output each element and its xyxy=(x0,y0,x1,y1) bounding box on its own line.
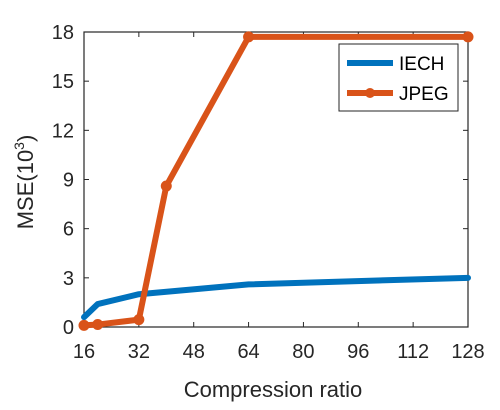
data-point-jpeg xyxy=(243,31,255,43)
legend: IECH JPEG xyxy=(338,43,459,112)
y-tick-label: 9 xyxy=(63,170,74,192)
y-tick-label: 12 xyxy=(52,120,74,142)
y-axis-label-close: ) xyxy=(13,135,38,142)
x-axis-label: Compression ratio xyxy=(184,377,363,402)
y-axis-label: MSE(103) xyxy=(11,135,38,230)
series-layer xyxy=(78,31,474,331)
legend-marker-jpeg xyxy=(365,88,375,98)
x-tick-label: 48 xyxy=(183,341,205,363)
legend-box xyxy=(338,43,459,112)
y-tick-label: 3 xyxy=(63,268,74,290)
x-tick-label: 96 xyxy=(347,341,369,363)
y-tick-label: 15 xyxy=(52,71,74,93)
data-point-jpeg xyxy=(160,180,172,192)
x-axis: 16 32 48 64 80 96 112 128 xyxy=(73,32,485,363)
y-tick-label: 18 xyxy=(52,22,74,44)
legend-label-iech: IECH xyxy=(399,54,444,75)
data-point-jpeg xyxy=(462,31,474,43)
x-tick-label: 128 xyxy=(451,341,484,363)
x-tick-label: 112 xyxy=(397,341,429,363)
x-tick-label: 64 xyxy=(237,341,259,363)
y-axis-label-main: MSE(10 xyxy=(13,150,38,229)
data-point-jpeg xyxy=(92,319,104,331)
y-axis-label-superscript: 3 xyxy=(11,142,27,150)
data-point-jpeg xyxy=(78,319,90,331)
y-tick-label: 6 xyxy=(63,219,74,241)
legend-label-jpeg: JPEG xyxy=(399,84,449,105)
y-tick-label: 0 xyxy=(63,317,74,339)
x-tick-label: 80 xyxy=(292,341,314,363)
y-axis: 0 3 6 9 12 15 18 xyxy=(52,22,468,339)
data-point-jpeg xyxy=(133,314,145,326)
x-tick-label: 16 xyxy=(73,341,95,363)
series-line-iech xyxy=(81,274,471,321)
x-tick-label: 32 xyxy=(128,341,150,363)
